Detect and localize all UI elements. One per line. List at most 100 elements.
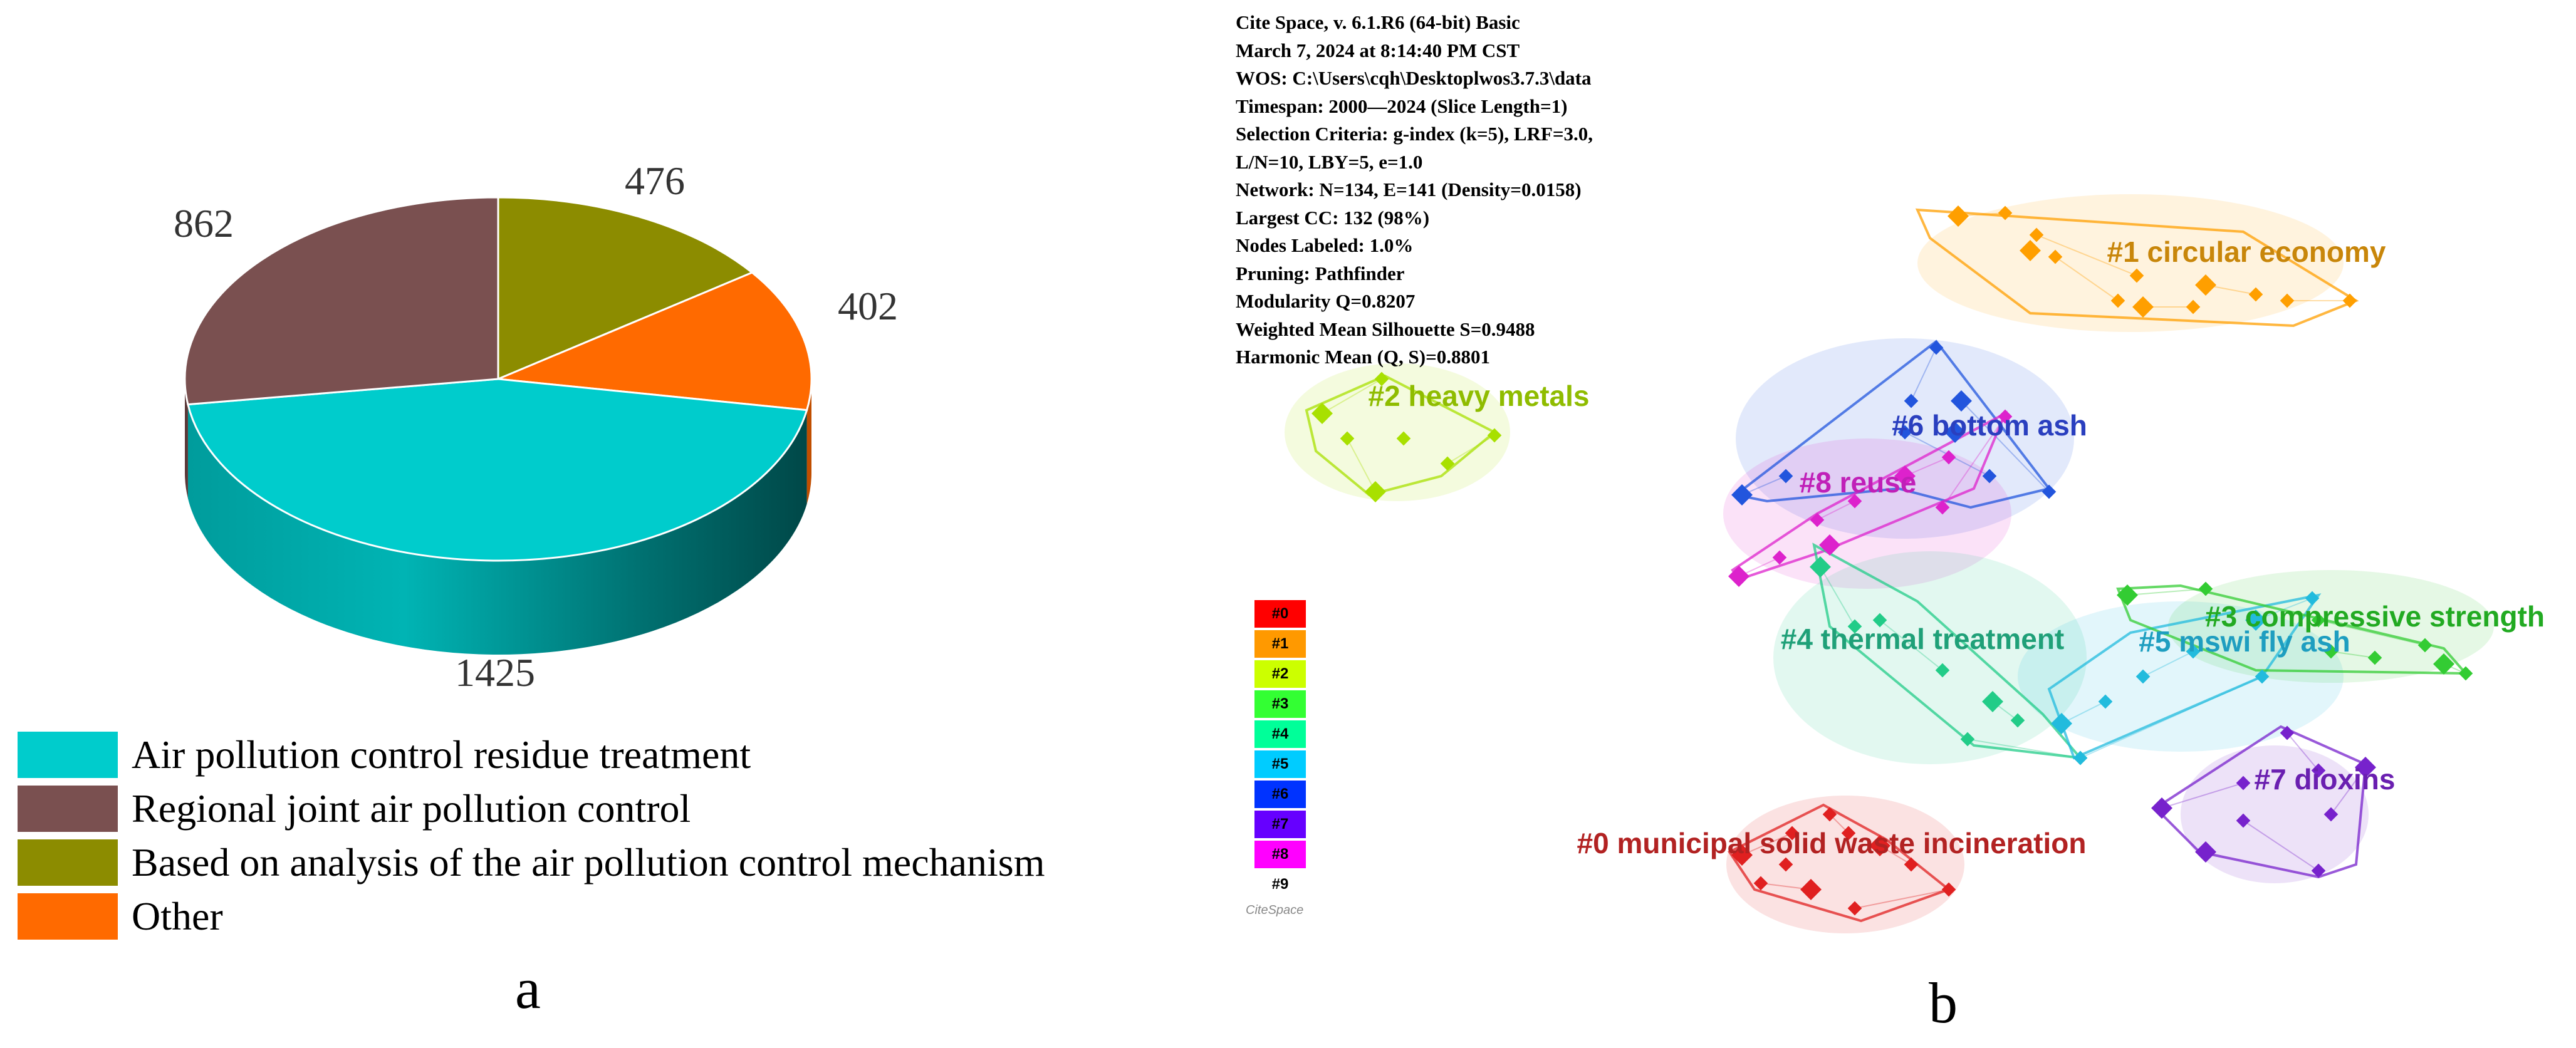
network-edge <box>2205 284 2256 295</box>
network-edge <box>1760 883 1812 890</box>
legend-label: Other <box>132 894 223 938</box>
network-node <box>2186 299 2201 314</box>
network-node <box>2048 249 2063 264</box>
network-edge <box>1911 347 1937 402</box>
network-node <box>1822 807 1837 822</box>
network-edge <box>1741 833 1793 856</box>
cluster-label: #2 heavy metals <box>1369 380 1590 412</box>
network-node <box>1753 876 1768 891</box>
info-line: Network: N=134, E=141 (Density=0.0158) <box>1236 179 1582 200</box>
pie-value-label: 402 <box>838 284 898 328</box>
network-edge <box>1347 438 1376 492</box>
network-node <box>1847 619 1862 634</box>
network-node <box>2323 644 2339 659</box>
legend-item: Air pollution control residue treatment <box>18 728 1045 782</box>
cluster-area <box>2168 570 2494 683</box>
network-edge <box>1829 814 1849 834</box>
info-line: March 7, 2024 at 8:14:40 PM CST <box>1236 39 1520 61</box>
pie-side-wall <box>806 379 811 504</box>
network-node <box>1800 879 1822 900</box>
pie-side <box>185 379 811 655</box>
network-node <box>1904 393 1919 408</box>
cluster-area <box>2181 745 2369 883</box>
network-node <box>2367 650 2382 665</box>
network-node <box>2129 268 2144 283</box>
network-node <box>2458 666 2473 681</box>
pie-value-label: 862 <box>174 201 234 246</box>
network-node <box>1894 465 1916 487</box>
network-node <box>1728 566 1749 587</box>
pie-top <box>184 196 813 562</box>
network-edge <box>1820 566 1855 627</box>
cluster-outline <box>2047 593 2322 760</box>
network-node <box>2323 807 2339 822</box>
network-node <box>1872 613 1887 628</box>
network-edge <box>1904 457 1949 477</box>
network-edge <box>1942 416 2006 508</box>
legend-swatch <box>18 839 118 886</box>
network-node <box>2245 610 2266 631</box>
cluster-outline <box>2153 725 2367 879</box>
info-line: L/N=10, LBY=5, e=1.0 <box>1236 150 1423 173</box>
cluster-label: #6 bottom ash <box>1892 409 2087 442</box>
info-line: Selection Criteria: g-index (k=5), LRF=3… <box>1236 123 1593 145</box>
color-key-cell: #8 <box>1254 841 1306 868</box>
network-node <box>1847 494 1862 509</box>
legend-label: Air pollution control residue treatment <box>132 732 751 777</box>
cluster-outline <box>1915 208 2359 328</box>
network-edge <box>2061 701 2106 724</box>
color-key-cell: #6 <box>1254 781 1306 808</box>
network-node <box>2248 287 2263 302</box>
network-edge <box>1738 557 1780 577</box>
cluster-label: #5 mswi fly ash <box>2139 625 2350 658</box>
network-node <box>1847 901 1862 916</box>
network-edge <box>2080 676 2263 759</box>
cluster-area <box>1736 338 2074 539</box>
pie-side-wall <box>187 404 807 655</box>
info-line: Pruning: Pathfinder <box>1236 262 1405 284</box>
legend-label: Based on analysis of the air pollution c… <box>132 840 1045 885</box>
network-node <box>2117 584 2138 606</box>
network-edge <box>2255 598 2313 621</box>
cluster-area <box>2018 601 2344 752</box>
network-node <box>1311 403 1333 424</box>
color-key-cell: #1 <box>1254 630 1306 658</box>
network-node <box>1731 484 1753 506</box>
cluster-label: #3 compressive strength <box>2205 600 2545 633</box>
info-line: Harmonic Mean (Q, S)=0.8801 <box>1236 346 1490 368</box>
cluster-outline <box>1728 803 1952 923</box>
info-line: WOS: C:\Users\cqh\Desktoplwos3.7.3\data <box>1236 67 1592 89</box>
network-node <box>2195 274 2216 296</box>
cluster-label: #7 dioxins <box>2255 763 2396 796</box>
network-node <box>2433 653 2454 675</box>
network-node <box>1935 500 1950 515</box>
network-node <box>1841 826 1856 841</box>
network-node <box>2311 763 2326 778</box>
cluster-color-key: #0 #1 #2 #3 #4 #5 #6 #7 #8 #9 CiteSpace <box>1239 600 1315 918</box>
network-node <box>2198 581 2213 596</box>
network-node <box>1810 512 1825 527</box>
pie-slice <box>187 378 808 562</box>
network-node <box>2236 813 2251 828</box>
network-node <box>1396 431 1411 446</box>
network-node <box>2280 293 2295 308</box>
network-edge <box>1961 400 2050 492</box>
network-edge <box>2161 782 2244 809</box>
cluster-area <box>1285 363 1510 501</box>
network-node <box>2051 713 2072 734</box>
network-edge <box>2243 820 2319 871</box>
citespace-logo: CiteSpace <box>1246 903 1304 917</box>
color-key-cell: #5 <box>1254 750 1306 778</box>
color-key-cell: #3 <box>1254 690 1306 718</box>
citespace-info: Cite Space, v. 6.1.R6 (64-bit) Basic Mar… <box>1236 9 1593 371</box>
info-line: Largest CC: 132 (98%) <box>1236 206 1430 229</box>
network-node <box>2186 644 2201 659</box>
cluster-label: #0 municipal solid waste incineration <box>1577 827 2087 859</box>
network-node <box>1785 826 1800 841</box>
network-node <box>2417 638 2433 653</box>
pie-slice <box>498 271 813 412</box>
color-key-cell: #2 <box>1254 660 1306 688</box>
cluster-label: #8 reuse <box>1800 466 1917 499</box>
network-node <box>1944 422 1966 443</box>
network-edge <box>1817 501 1855 521</box>
